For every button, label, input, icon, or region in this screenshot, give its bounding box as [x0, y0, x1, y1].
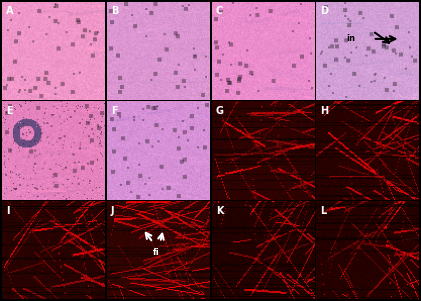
Text: G: G — [216, 106, 224, 116]
Text: A: A — [6, 6, 14, 17]
Text: in: in — [346, 34, 355, 43]
Text: E: E — [6, 106, 13, 116]
Text: I: I — [6, 206, 10, 216]
Text: K: K — [216, 206, 223, 216]
Text: F: F — [111, 106, 117, 116]
Text: H: H — [320, 106, 328, 116]
Text: J: J — [111, 206, 115, 216]
Text: B: B — [111, 6, 118, 17]
Text: C: C — [216, 6, 223, 17]
Text: L: L — [320, 206, 327, 216]
Text: D: D — [320, 6, 328, 17]
Text: fi: fi — [153, 248, 160, 257]
